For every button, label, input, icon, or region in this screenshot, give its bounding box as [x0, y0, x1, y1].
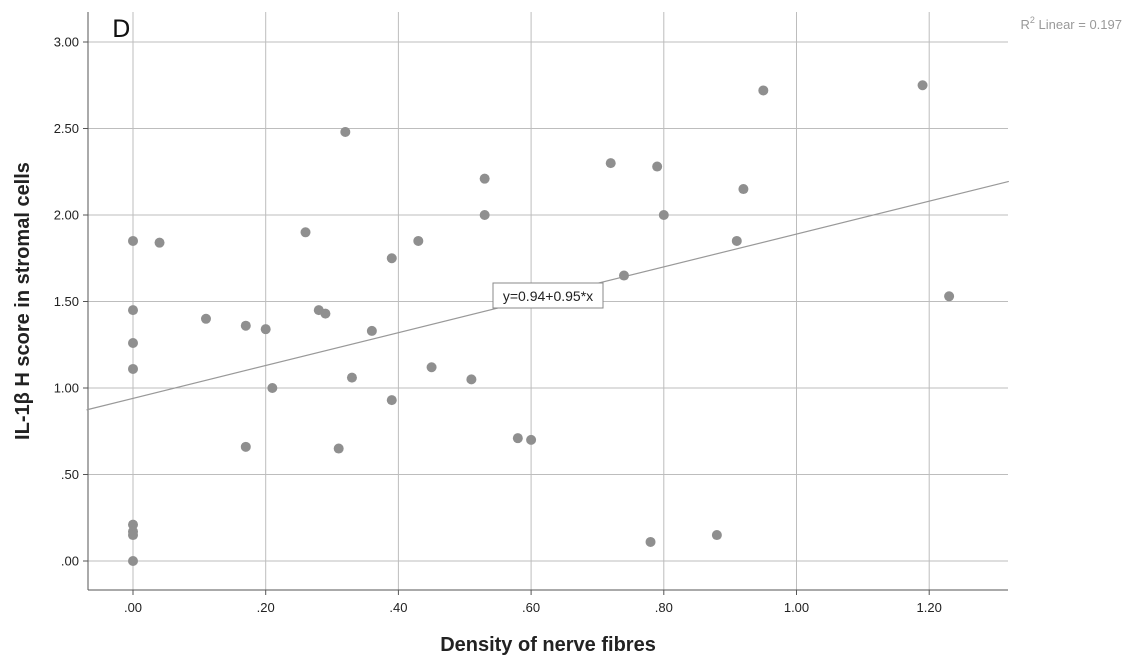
data-point [731, 235, 742, 246]
data-point [320, 308, 331, 319]
data-point [333, 443, 344, 454]
data-point [300, 227, 311, 238]
data-point [426, 362, 437, 373]
axes [83, 12, 1008, 595]
y-tick-label: 2.50 [54, 121, 79, 136]
y-axis-title: IL-1β H score in stromal cells [12, 162, 34, 440]
y-tick-label: 2.00 [54, 208, 79, 223]
r-squared-value: Linear = 0.197 [1035, 17, 1122, 32]
y-tick-label: 1.00 [54, 381, 79, 396]
data-points [128, 80, 955, 566]
x-tick-label: 1.20 [917, 600, 942, 615]
data-point [386, 253, 397, 264]
data-point [128, 363, 138, 374]
r-squared-prefix: R [1020, 17, 1029, 32]
data-point [240, 441, 251, 452]
x-tick-label: .00 [124, 600, 142, 615]
data-point [128, 556, 138, 566]
grid-lines [88, 12, 1008, 590]
x-axis-title: Density of nerve fibres [440, 634, 656, 656]
data-point [413, 235, 424, 246]
x-tick-label: .60 [522, 600, 540, 615]
data-point [618, 270, 629, 281]
equation-box: y=0.94+0.95*x [492, 282, 604, 309]
data-point [154, 237, 165, 248]
data-point [128, 530, 138, 541]
x-tick-label: .20 [257, 600, 275, 615]
data-point [128, 235, 138, 246]
tick-labels: .00 .50 1.00 1.50 2.00 2.50 3.00 .00 .20 .40 .60 .8… [54, 35, 942, 616]
data-point [658, 210, 669, 220]
data-point [917, 80, 928, 91]
y-tick-label: 1.50 [54, 294, 79, 309]
data-point [466, 374, 477, 385]
data-point [605, 158, 616, 169]
x-tick-label: .80 [655, 600, 673, 615]
regression-equation: y=0.94+0.95*x [503, 288, 593, 304]
r-squared-label: R2 Linear = 0.197 [1020, 15, 1122, 32]
x-tick-label: 1.00 [784, 600, 809, 615]
data-point [200, 313, 211, 324]
x-tick-label: .40 [389, 600, 407, 615]
data-point [526, 434, 537, 445]
data-point [711, 530, 722, 541]
data-point [479, 210, 490, 220]
data-point [738, 184, 749, 195]
data-point [260, 324, 271, 335]
equation-box-frame [492, 282, 604, 309]
data-point [512, 433, 523, 444]
data-point [479, 173, 490, 184]
panel-label: D [112, 15, 130, 43]
data-point [267, 383, 278, 393]
data-point [645, 536, 656, 547]
data-point [652, 161, 663, 172]
data-point [386, 395, 397, 406]
data-point [340, 126, 351, 137]
data-point [366, 325, 377, 336]
y-tick-label: .50 [61, 467, 79, 482]
data-point [128, 305, 138, 316]
data-point [128, 338, 138, 349]
data-point [758, 85, 769, 96]
y-tick-label: .00 [61, 554, 79, 569]
y-tick-label: 3.00 [54, 35, 79, 50]
data-point [240, 320, 251, 331]
data-point [346, 372, 357, 383]
data-point [128, 519, 138, 530]
r-squared-superscript: 2 [1030, 15, 1035, 25]
data-point [944, 291, 955, 302]
